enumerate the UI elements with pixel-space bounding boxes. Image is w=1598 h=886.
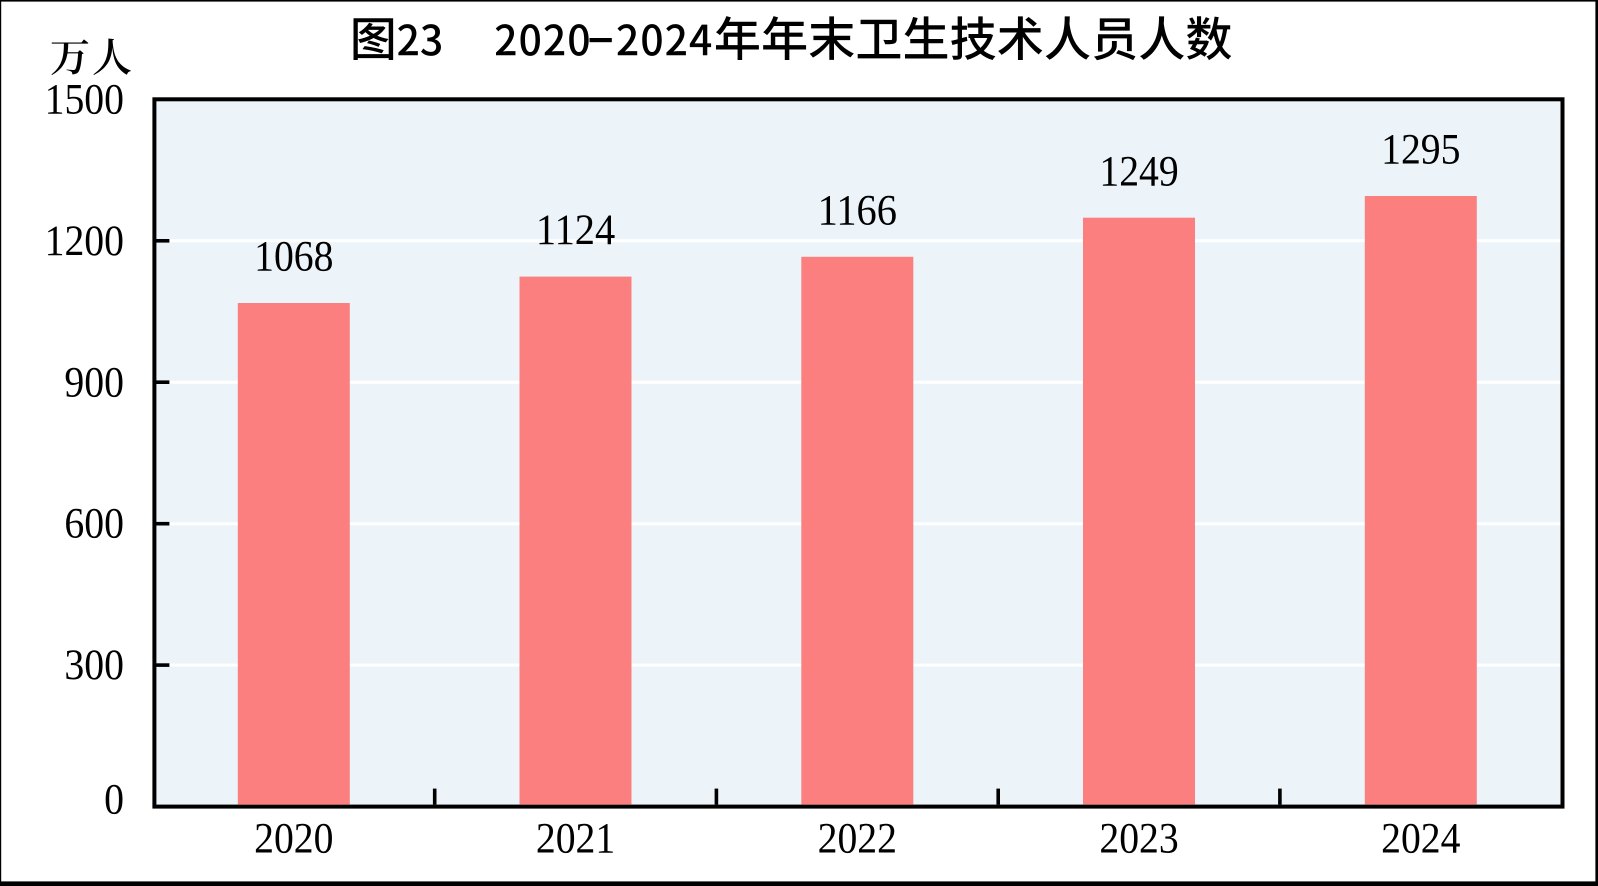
svg-text:1166: 1166 [818,186,897,234]
svg-text:2024: 2024 [1381,814,1461,862]
svg-text:1068: 1068 [254,233,333,281]
svg-text:2022: 2022 [818,814,897,862]
svg-text:2023: 2023 [1099,814,1178,862]
svg-text:1249: 1249 [1099,147,1178,195]
svg-text:2021: 2021 [536,814,615,862]
svg-text:1500: 1500 [45,75,124,123]
svg-text:0: 0 [104,776,124,824]
svg-text:600: 600 [64,500,124,548]
svg-text:1200: 1200 [45,217,124,265]
svg-text:300: 300 [64,641,124,689]
svg-text:900: 900 [64,358,124,406]
svg-text:2020: 2020 [254,814,333,862]
svg-text:1124: 1124 [536,206,616,254]
svg-text:1295: 1295 [1381,126,1460,174]
